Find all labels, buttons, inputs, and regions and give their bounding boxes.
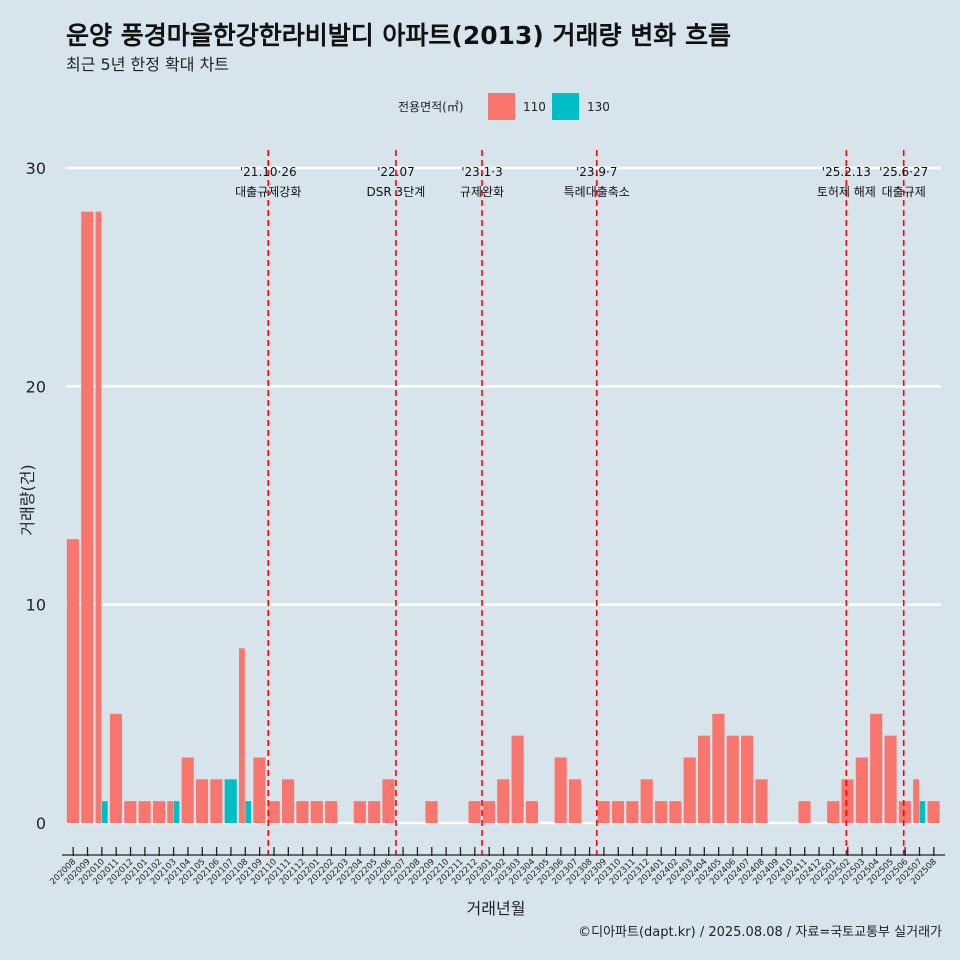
chart-title: 운양 풍경마을한강한라비발디 아파트(2013) 거래량 변화 흐름 bbox=[66, 21, 731, 50]
bar-110-202012 bbox=[124, 801, 137, 823]
bar-110-202105 bbox=[195, 779, 209, 823]
bar-110-202206 bbox=[382, 779, 395, 823]
legend-swatch-110 bbox=[488, 93, 515, 120]
bar-110-202209 bbox=[425, 801, 438, 823]
bar-110-202111 bbox=[282, 779, 295, 823]
bar-110-202405 bbox=[712, 713, 725, 823]
x-axis: 2020082020092020102020112020122021012021… bbox=[48, 847, 945, 887]
bars bbox=[66, 211, 940, 823]
legend-title: 전용면적(㎡) bbox=[398, 100, 464, 114]
event-name-label: 특례대출축소 bbox=[564, 185, 630, 199]
bar-110-202304 bbox=[525, 801, 538, 823]
bar-110-202401 bbox=[654, 801, 668, 823]
bar-110-202505 bbox=[884, 735, 897, 823]
bar-110-202201 bbox=[310, 801, 323, 823]
bar-110-202309 bbox=[597, 801, 610, 823]
event-name-label: 규제완화 bbox=[460, 185, 504, 199]
bar-110-202402 bbox=[669, 801, 682, 823]
bar-110-202406 bbox=[726, 735, 739, 823]
bar-110-202110 bbox=[267, 801, 280, 823]
event-date-label: '25.6·27 bbox=[879, 165, 928, 179]
bar-110-202503 bbox=[855, 757, 868, 823]
source-caption: ©디아파트(dapt.kr) / 2025.08.08 / 자료=국토교통부 실… bbox=[578, 925, 942, 940]
event-name-label: DSR 3단계 bbox=[367, 185, 426, 199]
legend: 전용면적(㎡) 110 130 bbox=[398, 93, 610, 120]
bar-110-202508 bbox=[927, 801, 940, 823]
y-axis-ticks: 0 10 20 30 bbox=[26, 159, 46, 833]
bar-110-202011 bbox=[109, 713, 123, 823]
bar-110-202507 bbox=[913, 779, 919, 823]
x-axis-title: 거래년월 bbox=[467, 899, 526, 918]
event-name-label: 대출규제 bbox=[882, 185, 926, 199]
event-name-label: 대출규제강화 bbox=[235, 185, 301, 199]
event-name-label: 토허제 해제 bbox=[817, 185, 876, 199]
event-markers: '21.10·26 대출규제강화 '22.07 DSR 3단계 '23.1·3 규제완화 '… bbox=[235, 150, 928, 855]
bar-110-202204 bbox=[353, 801, 366, 823]
bar-110-202502 bbox=[841, 779, 854, 823]
bar-110-202112 bbox=[296, 801, 309, 823]
bar-110-202311 bbox=[626, 801, 639, 823]
event-date-label: '23.9·7 bbox=[576, 165, 617, 179]
y-tick-label: 30 bbox=[26, 159, 46, 178]
y-tick-label: 20 bbox=[26, 377, 46, 396]
y-tick-label: 10 bbox=[26, 596, 46, 615]
legend-swatch-130 bbox=[552, 93, 579, 120]
legend-label-130: 130 bbox=[587, 100, 610, 114]
gridlines bbox=[66, 166, 941, 825]
bar-110-202303 bbox=[511, 735, 524, 823]
bar-110-202411 bbox=[798, 801, 811, 823]
bar-110-202109 bbox=[253, 757, 266, 823]
chart-subtitle: 최근 5년 한정 확대 차트 bbox=[66, 55, 229, 74]
bar-130-202010 bbox=[101, 801, 108, 823]
bar-110-202101 bbox=[138, 801, 151, 823]
bar-110-202205 bbox=[368, 801, 381, 823]
bar-110-202212 bbox=[468, 801, 481, 823]
event-date-label: '25.2.13 bbox=[822, 165, 871, 179]
bar-130-202507 bbox=[919, 801, 926, 823]
bar-110-202504 bbox=[870, 713, 883, 823]
bar-110-202403 bbox=[683, 757, 696, 823]
y-tick-label: 0 bbox=[36, 814, 46, 833]
bar-110-202102 bbox=[152, 801, 166, 823]
event-date-label: '21.10·26 bbox=[240, 165, 297, 179]
bar-110-202301 bbox=[482, 801, 495, 823]
bar-110-202408 bbox=[755, 779, 768, 823]
bar-110-202302 bbox=[497, 779, 510, 823]
bar-110-202010 bbox=[95, 211, 102, 823]
bar-110-202310 bbox=[611, 801, 625, 823]
legend-label-110: 110 bbox=[523, 100, 546, 114]
bar-110-202104 bbox=[181, 757, 194, 823]
event-date-label: '22.07 bbox=[377, 165, 415, 179]
bar-130-202108 bbox=[245, 801, 252, 823]
bar-110-202306 bbox=[554, 757, 567, 823]
bar-110-202312 bbox=[640, 779, 653, 823]
bar-110-202106 bbox=[210, 779, 223, 823]
bar-110-202108 bbox=[238, 648, 245, 823]
bar-110-202009 bbox=[81, 211, 94, 823]
bar-110-202506 bbox=[898, 801, 911, 823]
bar-110-202202 bbox=[325, 801, 338, 823]
bar-110-202404 bbox=[698, 735, 711, 823]
bar-110-202103 bbox=[167, 801, 174, 823]
bar-130-202103 bbox=[173, 801, 180, 823]
event-date-label: '23.1·3 bbox=[461, 165, 502, 179]
bar-110-202008 bbox=[66, 539, 79, 823]
y-axis-title: 거래량(건) bbox=[18, 464, 37, 535]
bar-130-202107 bbox=[224, 779, 237, 823]
bar-110-202407 bbox=[741, 735, 754, 823]
bar-110-202307 bbox=[568, 779, 582, 823]
bar-110-202501 bbox=[827, 801, 840, 823]
